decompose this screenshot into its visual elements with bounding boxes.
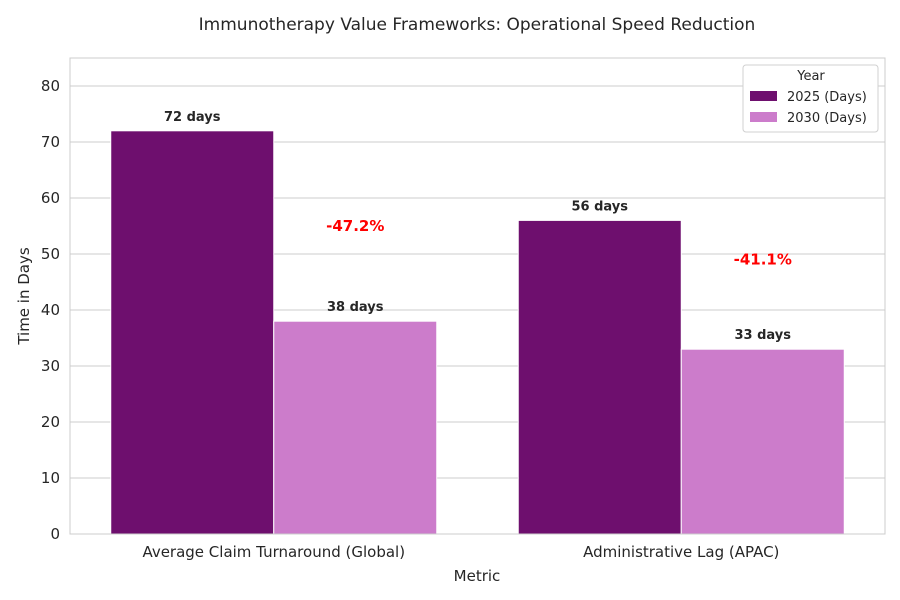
y-tick-label: 30 [41,357,60,375]
legend-entry: 2025 (Days) [787,90,867,105]
y-tick-label: 60 [41,189,60,207]
y-tick-label: 10 [41,469,60,487]
tick-labels-group: 0 10 20 30 40 50 60 70 80 Average Claim Turnaroun… [41,77,780,561]
legend: Year 2025 (Days) 2030 (Days) [742,64,879,133]
x-tick-label: Average Claim Turnaround (Global) [142,543,405,561]
y-tick-label: 70 [41,133,60,151]
legend-swatch [750,112,777,122]
plot-frame [69,57,886,535]
y-tick-label: 50 [41,245,60,263]
legend-items: 2025 (Days) 2030 (Days) [750,90,867,126]
bar [273,320,438,535]
bar-value-label: 56 days [571,199,628,214]
legend-title: Year [796,69,825,84]
y-axis-label: Time in Days [15,247,33,346]
change-annotation: -47.2% [326,217,384,235]
chart-title: Immunotherapy Value Frameworks: Operatio… [199,15,756,35]
bar [110,130,275,535]
bar-value-label: 72 days [164,110,221,125]
x-tick-label: Administrative Lag (APAC) [583,543,779,561]
legend-entry: 2030 (Days) [787,111,867,126]
data-labels-group: 72 days 38 days 56 days 33 days -47.2% -41.1% [164,110,792,343]
bar-value-label: 33 days [734,328,791,343]
bar-value-label: 38 days [327,300,384,315]
bar [680,348,845,535]
change-annotation: -41.1% [734,251,792,269]
bar [517,219,682,535]
y-tick-label: 80 [41,77,60,95]
y-tick-label: 20 [41,413,60,431]
x-axis-label: Metric [454,567,501,585]
legend-swatch [750,91,777,101]
y-tick-label: 40 [41,301,60,319]
y-tick-label: 0 [50,525,60,543]
bars-group [110,130,845,535]
